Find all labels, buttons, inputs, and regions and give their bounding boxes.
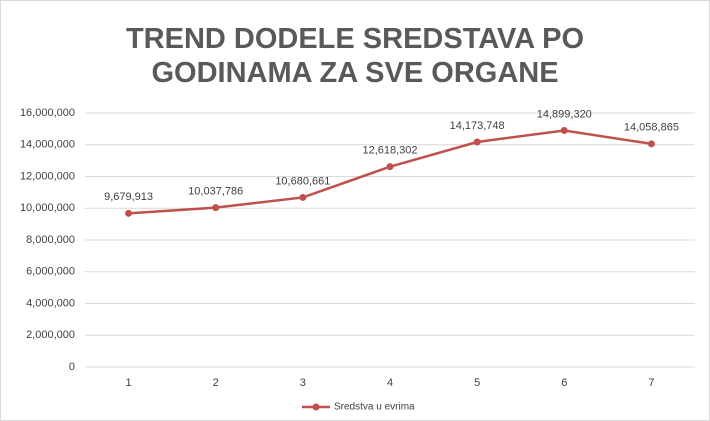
y-tick-label: 2,000,000 bbox=[26, 329, 75, 341]
data-label: 14,173,748 bbox=[450, 120, 505, 132]
data-point bbox=[473, 138, 481, 146]
y-tick-label: 4,000,000 bbox=[26, 297, 75, 309]
chart-title: TREND DODELE SREDSTAVA PO GODINAMA ZA SV… bbox=[125, 23, 585, 89]
data-point bbox=[299, 193, 307, 201]
x-tick-label: 2 bbox=[213, 377, 219, 389]
legend-label: Sredstva u evrima bbox=[334, 402, 415, 413]
data-label: 14,058,865 bbox=[624, 122, 679, 134]
x-tick-label: 5 bbox=[474, 377, 480, 389]
y-tick-label: 16,000,000 bbox=[20, 107, 75, 119]
series-line bbox=[128, 129, 652, 215]
x-tick-label: 4 bbox=[387, 377, 393, 389]
data-point bbox=[212, 204, 220, 212]
x-tick-label: 7 bbox=[648, 377, 654, 389]
data-point bbox=[560, 126, 568, 134]
x-tick-label: 1 bbox=[126, 377, 132, 389]
y-tick-label: 10,000,000 bbox=[20, 202, 75, 214]
y-tick-label: 0 bbox=[69, 361, 75, 373]
data-label: 10,680,661 bbox=[275, 175, 330, 187]
y-tick-label: 6,000,000 bbox=[26, 266, 75, 278]
data-point bbox=[386, 163, 394, 171]
data-point bbox=[647, 140, 655, 148]
data-label: 9,679,913 bbox=[104, 191, 153, 203]
x-tick-label: 6 bbox=[561, 377, 567, 389]
data-label: 12,618,302 bbox=[362, 145, 417, 157]
y-tick-label: 8,000,000 bbox=[26, 234, 75, 246]
y-tick-label: 14,000,000 bbox=[20, 139, 75, 151]
x-tick-label: 3 bbox=[300, 377, 306, 389]
y-tick-label: 12,000,000 bbox=[20, 170, 75, 182]
data-label: 10,037,786 bbox=[188, 186, 243, 198]
data-point bbox=[125, 209, 133, 217]
legend-marker bbox=[312, 403, 320, 411]
data-label: 14,899,320 bbox=[537, 108, 592, 120]
